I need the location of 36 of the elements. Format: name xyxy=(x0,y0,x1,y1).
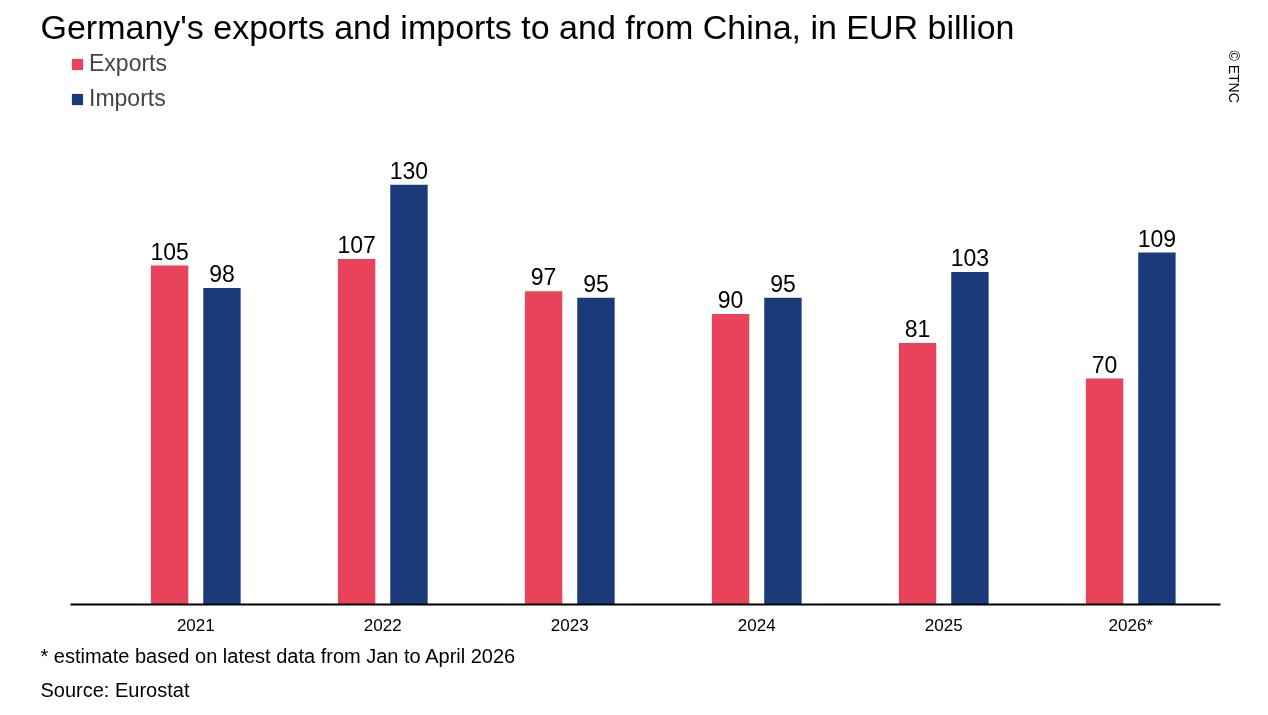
bar xyxy=(203,288,241,605)
data-label: 70 xyxy=(1091,351,1118,378)
data-label: 103 xyxy=(950,244,990,271)
data-label: 98 xyxy=(209,261,235,288)
bar xyxy=(390,184,428,605)
bar xyxy=(711,313,750,605)
bar xyxy=(337,259,376,605)
x-tick-label: 2024 xyxy=(737,615,776,635)
bar xyxy=(150,265,189,605)
data-label: 81 xyxy=(904,316,931,342)
data-label: 109 xyxy=(1137,225,1177,252)
bar xyxy=(764,297,802,605)
data-label: 105 xyxy=(150,238,189,265)
data-label: 130 xyxy=(389,157,429,184)
x-tick-label: 2021 xyxy=(176,615,215,635)
bar xyxy=(898,343,937,605)
legend-label: Exports xyxy=(89,50,167,77)
data-label: 90 xyxy=(717,286,744,313)
source-note: Source: Eurostat xyxy=(40,678,190,701)
data-label: 97 xyxy=(530,264,557,291)
bar xyxy=(577,297,615,605)
x-tick-label: 2025 xyxy=(924,615,963,635)
text: * estimate based on latest data from Jan to April 2026 xyxy=(40,644,516,667)
x-tick-label: 2023 xyxy=(550,615,589,635)
data-label: 95 xyxy=(583,270,609,297)
bar xyxy=(1138,252,1176,605)
x-tick-label: 2022 xyxy=(363,615,402,635)
chart-title: Germany's exports and imports to and from China, in EUR billion xyxy=(40,7,1015,46)
bar xyxy=(524,291,563,605)
bar xyxy=(951,271,989,605)
bar xyxy=(1085,378,1124,605)
text: © ETNC xyxy=(1225,50,1242,103)
data-label: 95 xyxy=(770,270,796,297)
legend-label: Imports xyxy=(89,85,166,112)
data-label: 107 xyxy=(337,232,376,259)
x-tick-label: 2026* xyxy=(1108,615,1154,635)
